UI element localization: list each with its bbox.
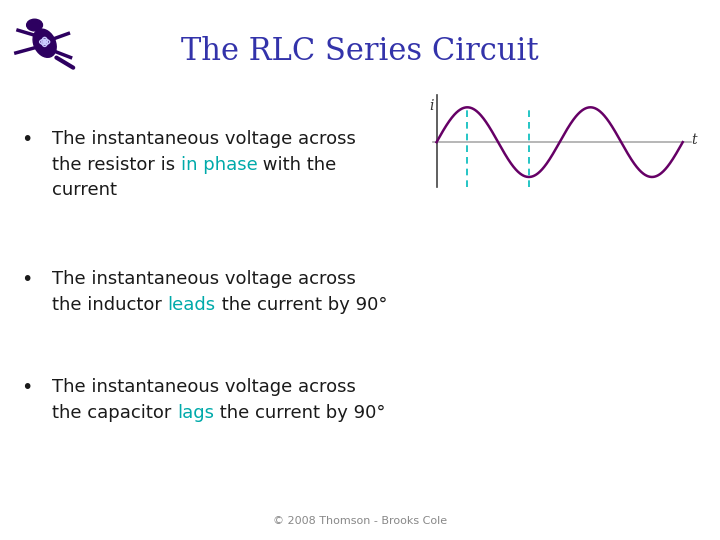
FancyArrowPatch shape	[56, 58, 73, 68]
Text: lags: lags	[177, 404, 214, 422]
Text: i: i	[430, 99, 434, 113]
Circle shape	[43, 40, 46, 44]
Text: with the: with the	[258, 156, 337, 173]
Text: © 2008 Thomson - Brooks Cole: © 2008 Thomson - Brooks Cole	[273, 516, 447, 526]
Text: current: current	[52, 181, 117, 199]
Text: •: •	[22, 378, 33, 397]
Text: the current by 90°: the current by 90°	[214, 404, 385, 422]
Text: The RLC Series Circuit: The RLC Series Circuit	[181, 36, 539, 67]
Text: in phase: in phase	[181, 156, 258, 173]
Text: •: •	[22, 270, 33, 289]
Text: the current by 90°: the current by 90°	[215, 296, 387, 314]
Text: the resistor is: the resistor is	[52, 156, 181, 173]
Text: •: •	[22, 130, 33, 148]
Text: The instantaneous voltage across: The instantaneous voltage across	[52, 130, 356, 147]
Text: leads: leads	[168, 296, 215, 314]
Text: The instantaneous voltage across: The instantaneous voltage across	[52, 378, 356, 396]
Ellipse shape	[33, 29, 56, 57]
Text: the capacitor: the capacitor	[52, 404, 177, 422]
Text: t: t	[691, 133, 697, 147]
Text: The instantaneous voltage across: The instantaneous voltage across	[52, 270, 356, 288]
Ellipse shape	[27, 19, 42, 31]
Text: the inductor: the inductor	[52, 296, 168, 314]
